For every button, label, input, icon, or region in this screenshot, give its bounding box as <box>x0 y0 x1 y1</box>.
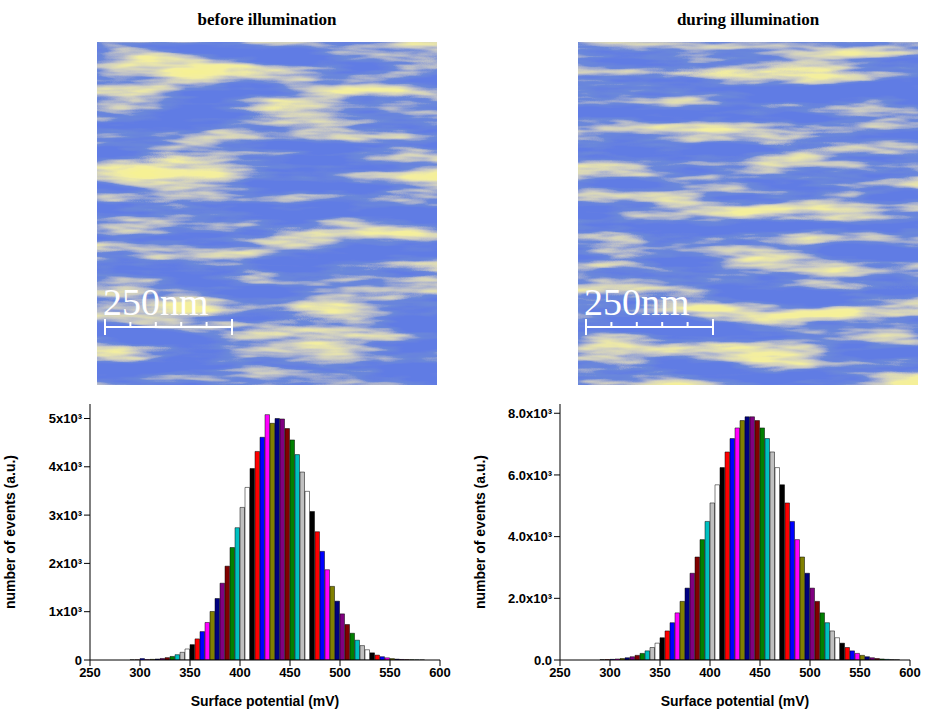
svg-text:number of events (a.u.): number of events (a.u.) <box>472 455 488 609</box>
html-text:during illumination: during illumination <box>676 10 820 29</box>
svg-text:550: 550 <box>849 665 871 680</box>
svg-text:500: 500 <box>799 665 821 680</box>
svg-text:0.0: 0.0 <box>534 653 552 668</box>
svg-text:4x10³: 4x10³ <box>49 459 83 474</box>
svg-text:600: 600 <box>429 665 451 680</box>
svg-text:450: 450 <box>749 665 771 680</box>
svg-text:2x10³: 2x10³ <box>49 556 83 571</box>
svg-text:250: 250 <box>549 665 571 680</box>
svg-text:250nm: 250nm <box>103 281 209 323</box>
svg-text:6.0x10³: 6.0x10³ <box>508 468 553 483</box>
svg-text:350: 350 <box>649 665 671 680</box>
svg-text:Surface potential (mV): Surface potential (mV) <box>191 693 340 709</box>
svg-text:600: 600 <box>899 665 921 680</box>
svg-text:450: 450 <box>279 665 301 680</box>
svg-text:300: 300 <box>599 665 621 680</box>
svg-text:4.0x10³: 4.0x10³ <box>508 529 553 544</box>
svg-text:550: 550 <box>379 665 401 680</box>
svg-text:350: 350 <box>179 665 201 680</box>
svg-text:3x10³: 3x10³ <box>49 508 83 523</box>
svg-text:250nm: 250nm <box>584 281 690 323</box>
svg-text:1x10³: 1x10³ <box>49 604 83 619</box>
svg-text:number of events (a.u.): number of events (a.u.) <box>2 455 18 609</box>
svg-text:Surface potential (mV): Surface potential (mV) <box>661 693 810 709</box>
svg-text:250: 250 <box>79 665 101 680</box>
svg-text:2.0x10³: 2.0x10³ <box>508 591 553 606</box>
svg-text:400: 400 <box>229 665 251 680</box>
svg-text:0: 0 <box>75 653 82 668</box>
svg-text:5x10³: 5x10³ <box>49 411 83 426</box>
svg-text:8.0x10³: 8.0x10³ <box>508 406 553 421</box>
html-text:before illumination: before illumination <box>197 10 337 29</box>
svg-text:300: 300 <box>129 665 151 680</box>
svg-text:400: 400 <box>699 665 721 680</box>
svg-text:500: 500 <box>329 665 351 680</box>
